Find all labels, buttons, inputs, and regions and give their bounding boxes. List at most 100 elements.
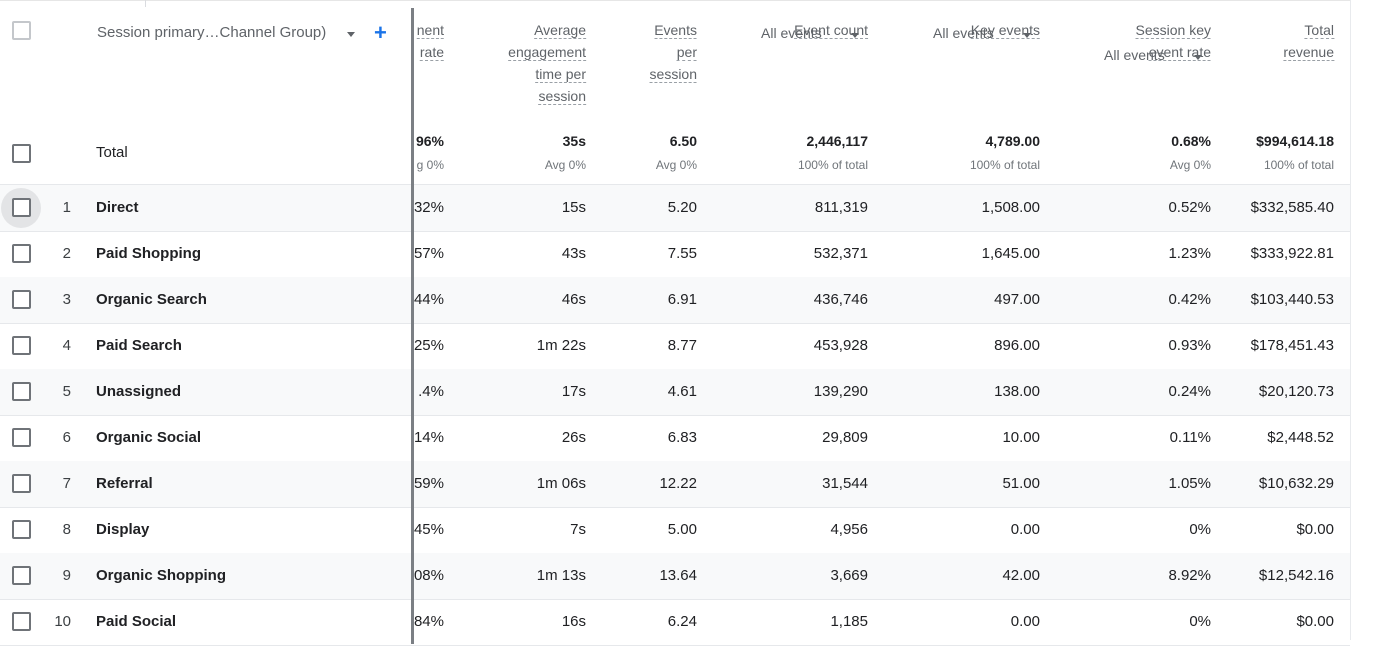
table-row[interactable]: [0, 461, 1350, 507]
channel-name[interactable]: Direct: [96, 199, 139, 216]
column-header-line: revenue: [1283, 41, 1334, 63]
row-checkbox[interactable]: [12, 382, 31, 401]
dimension-header[interactable]: Session primary…Channel Group): [97, 24, 327, 41]
column-event-selector[interactable]: All events: [761, 25, 822, 41]
metric-cell: 10.00: [1002, 429, 1040, 446]
selector-caret-down-icon[interactable]: [1023, 33, 1031, 38]
table-row[interactable]: [0, 185, 1350, 231]
metric-cell: 25%: [413, 337, 444, 354]
row-checkbox[interactable]: [12, 612, 31, 631]
column-header-text: nent: [416, 22, 444, 39]
row-checkbox[interactable]: [12, 336, 31, 355]
row-index: 1: [62, 199, 71, 216]
row-index: 8: [62, 521, 71, 538]
metric-cell: 42.00: [1002, 567, 1040, 584]
channel-name[interactable]: Paid Shopping: [96, 245, 201, 262]
column-header-text: Total: [1304, 22, 1334, 39]
metric-cell: 7.55: [667, 245, 697, 262]
metric-cell: 08%: [413, 567, 444, 584]
column-event-selector[interactable]: All events: [933, 25, 994, 41]
column-header-text: revenue: [1283, 44, 1334, 61]
row-checkbox[interactable]: [12, 428, 31, 447]
table-row[interactable]: [0, 553, 1350, 599]
column-header-text: Event count: [794, 22, 868, 39]
total-subtext: Avg 0%: [655, 158, 697, 172]
metric-cell: 1m 13s: [536, 567, 586, 584]
column-header-total_revenue[interactable]: Total revenue: [1283, 19, 1334, 63]
column-header-line: Key events: [970, 19, 1040, 41]
row-checkbox[interactable]: [12, 474, 31, 493]
total-row-label: Total: [96, 144, 128, 161]
metric-cell: $178,451.43: [1250, 337, 1334, 354]
metric-cell: 0.42%: [1168, 291, 1211, 308]
selector-caret-down-icon[interactable]: [851, 33, 859, 38]
channel-name[interactable]: Organic Search: [96, 291, 207, 308]
row-index: 7: [62, 475, 71, 492]
table-row[interactable]: [0, 369, 1350, 415]
metric-cell: 26s: [561, 429, 586, 446]
row-checkbox[interactable]: [12, 290, 31, 309]
total-subtext: g 0%: [416, 158, 444, 172]
metric-cell: 0.24%: [1168, 383, 1211, 400]
top-border-tick: [145, 0, 146, 7]
metric-cell: 6.24: [667, 613, 697, 630]
metric-cell: 1,185: [830, 613, 868, 630]
metric-cell: 0.00: [1010, 613, 1040, 630]
row-divider: [0, 645, 1350, 646]
channel-name[interactable]: Referral: [96, 475, 153, 492]
total-row-checkbox[interactable]: [12, 144, 31, 163]
total-row-divider: [0, 184, 1350, 185]
column-header-line: Session key: [1135, 19, 1211, 41]
column-header-text: time per: [535, 66, 586, 83]
column-header-line: Average: [508, 19, 586, 41]
select-all-checkbox[interactable]: [12, 21, 31, 40]
metric-cell: 32%: [413, 199, 444, 216]
row-divider: [0, 507, 1350, 508]
column-event-selector[interactable]: All events: [1104, 47, 1165, 63]
row-checkbox[interactable]: [12, 244, 31, 263]
channel-name[interactable]: Display: [96, 521, 150, 538]
column-header-text: engagement: [508, 44, 586, 61]
table-right-edge: [1350, 0, 1351, 640]
metric-cell: 8.77: [667, 337, 697, 354]
row-checkbox[interactable]: [12, 566, 31, 585]
total-value: 35s: [562, 133, 586, 149]
column-header-line: session: [508, 85, 586, 107]
row-divider: [0, 323, 1350, 324]
column-header-key_events[interactable]: Key events: [970, 19, 1040, 41]
column-header-event_count[interactable]: Event count: [794, 19, 868, 41]
top-border: [0, 0, 1350, 1]
selector-caret-down-icon[interactable]: [1194, 55, 1202, 60]
frozen-column-divider[interactable]: [411, 8, 414, 644]
channel-name[interactable]: Paid Social: [96, 613, 177, 630]
row-index: 10: [54, 613, 71, 630]
channel-name[interactable]: Paid Search: [96, 337, 182, 354]
column-header-avg_engagement_time[interactable]: Average engagement time per session: [508, 19, 586, 107]
row-divider: [0, 415, 1350, 416]
row-checkbox[interactable]: [12, 198, 31, 217]
channel-name[interactable]: Organic Shopping: [96, 567, 226, 584]
dimension-dropdown-caret-icon[interactable]: [347, 32, 355, 37]
row-checkbox[interactable]: [12, 520, 31, 539]
column-header-line: time per: [508, 63, 586, 85]
add-dimension-plus-icon[interactable]: +: [374, 20, 387, 45]
table-row[interactable]: [0, 277, 1350, 323]
column-header-events_per_session[interactable]: Events per session: [649, 19, 697, 85]
metric-cell: 436,746: [813, 291, 868, 308]
total-value: 2,446,117: [806, 133, 868, 149]
column-header-engagement_rate[interactable]: nent rate: [416, 19, 444, 63]
metric-cell: $332,585.40: [1250, 199, 1334, 216]
channel-name[interactable]: Organic Social: [96, 429, 202, 446]
metric-cell: $0.00: [1296, 521, 1334, 538]
metric-cell: 896.00: [994, 337, 1040, 354]
metric-cell: 3,669: [830, 567, 868, 584]
metric-cell: 1,508.00: [981, 199, 1040, 216]
channel-name[interactable]: Unassigned: [96, 383, 182, 400]
metric-cell: 139,290: [813, 383, 868, 400]
row-divider: [0, 231, 1350, 232]
column-header-text: per: [676, 44, 697, 61]
column-header-line: Total: [1283, 19, 1334, 41]
metric-cell: 497.00: [994, 291, 1040, 308]
metric-cell: 5.00: [667, 521, 697, 538]
